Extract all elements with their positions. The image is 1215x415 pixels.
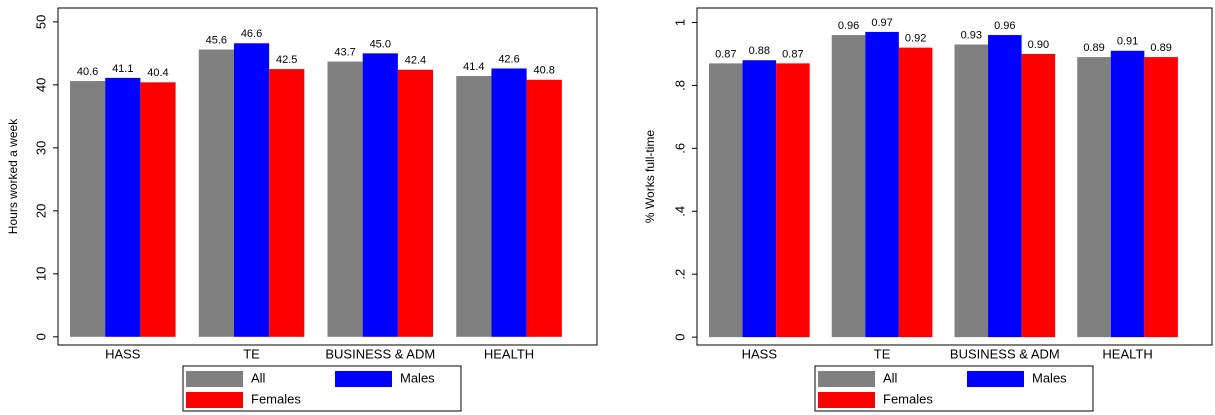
value-label: 0.96 [994,20,1015,32]
value-label: 0.92 [905,33,926,45]
value-label: 0.89 [1150,42,1171,54]
y-tick-label: .8 [672,80,687,91]
bar [988,35,1022,338]
legend-label: Males [400,370,435,385]
legend-swatch [186,371,243,387]
y-tick-label: .2 [672,269,687,280]
value-label: 43.7 [334,46,355,58]
bar [831,35,866,338]
y-tick-label: .6 [672,143,687,154]
y-axis-title: % Works full-time [643,130,657,223]
value-label: 46.6 [241,28,262,40]
bar [70,81,106,337]
y-tick-label: .4 [672,206,687,217]
x-tick-label: TE [243,346,260,361]
value-label: 0.87 [782,48,803,60]
x-tick-label: BUSINESS & ADM [950,346,1060,361]
bar [1077,57,1111,338]
bar [954,44,989,338]
value-label: 0.90 [1028,39,1049,51]
legend-swatch [818,371,875,387]
plot-frame [696,7,1213,346]
value-label: 0.87 [715,48,736,60]
bar [1021,53,1056,338]
bar [865,31,899,338]
y-tick-label: 10 [33,267,48,281]
y-axis-title: Hours worked a week [6,118,20,234]
plot-frame [57,7,598,346]
x-tick-label: TE [874,346,891,361]
legend-box [182,365,462,412]
y-tick-label: 1 [672,19,687,26]
bar [742,60,777,338]
x-tick-label: HASS [742,346,778,361]
x-tick-label: HEALTH [484,346,534,361]
value-label: 45.0 [370,38,391,50]
y-tick-label: 50 [33,15,48,29]
x-tick-label: BUSINESS & ADM [325,346,435,361]
value-label: 0.89 [1083,42,1104,54]
bar [198,49,234,337]
value-label: 40.6 [77,66,98,78]
value-label: 40.4 [147,67,168,79]
value-label: 0.88 [749,45,770,57]
bar [456,76,492,337]
value-label: 41.4 [463,61,484,73]
bar [776,63,810,338]
value-label: 42.6 [498,53,519,65]
bar [105,77,141,337]
value-label: 45.6 [206,34,227,46]
bar [709,63,743,338]
bar [1110,50,1145,338]
x-tick-label: HEALTH [1102,346,1152,361]
bar [269,69,305,337]
y-tick-label: 0 [33,333,48,340]
value-label: 0.93 [961,29,982,41]
value-label: 42.5 [276,54,297,66]
bar [140,82,176,337]
x-tick-label: HASS [105,346,141,361]
legend-label: Females [883,391,933,406]
bar [327,61,363,337]
legend-label: Males [1032,370,1067,385]
value-label: 0.96 [838,20,859,32]
value-label: 0.97 [871,17,892,29]
legend-swatch [335,371,392,387]
legend-swatch [186,392,243,408]
bar [898,47,933,338]
value-label: 0.91 [1117,36,1138,48]
bar [491,68,527,337]
value-label: 40.8 [534,65,555,77]
bar [362,53,398,337]
y-tick-label: 0 [672,334,687,341]
value-label: 41.1 [112,63,133,75]
legend-box [814,365,1094,412]
bar [526,79,562,337]
bar [233,43,270,337]
bar [1144,57,1178,338]
legend-swatch [818,392,875,408]
legend-label: All [251,370,266,385]
legend-swatch [967,371,1024,387]
y-tick-label: 20 [33,204,48,218]
y-tick-label: 40 [33,78,48,92]
y-tick-label: 30 [33,141,48,155]
value-label: 42.4 [405,55,426,67]
legend-label: Females [251,391,301,406]
bar [397,69,434,337]
legend-label: All [883,370,898,385]
